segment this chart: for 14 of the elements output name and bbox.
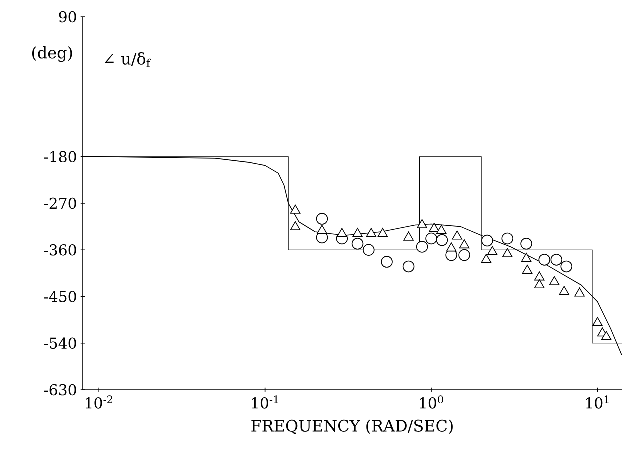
- y-tick-label: -450: [44, 291, 76, 302]
- x-tick-label: 10$^{-2}$: [86, 396, 112, 409]
- y-tick-label: -270: [44, 198, 76, 210]
- x-tick-label: 10$^{1}$: [586, 396, 609, 409]
- x-tick-label: 10$^{-1}$: [252, 396, 278, 409]
- x-tick-label: 10$^{0}$: [420, 396, 444, 409]
- y-tick-label: -540: [44, 338, 76, 350]
- y-tick-label: 90: [59, 11, 76, 23]
- y-tick-label: -180: [44, 151, 76, 163]
- x-axis-title: FREQUENCY (RAD/SEC): [252, 420, 453, 434]
- annotation: ∠ u/δ$_{f}$: [104, 52, 152, 68]
- y-tick-label: -360: [44, 244, 76, 256]
- y-tick-label: -630: [44, 384, 76, 396]
- y-axis-title: (deg): [32, 46, 72, 62]
